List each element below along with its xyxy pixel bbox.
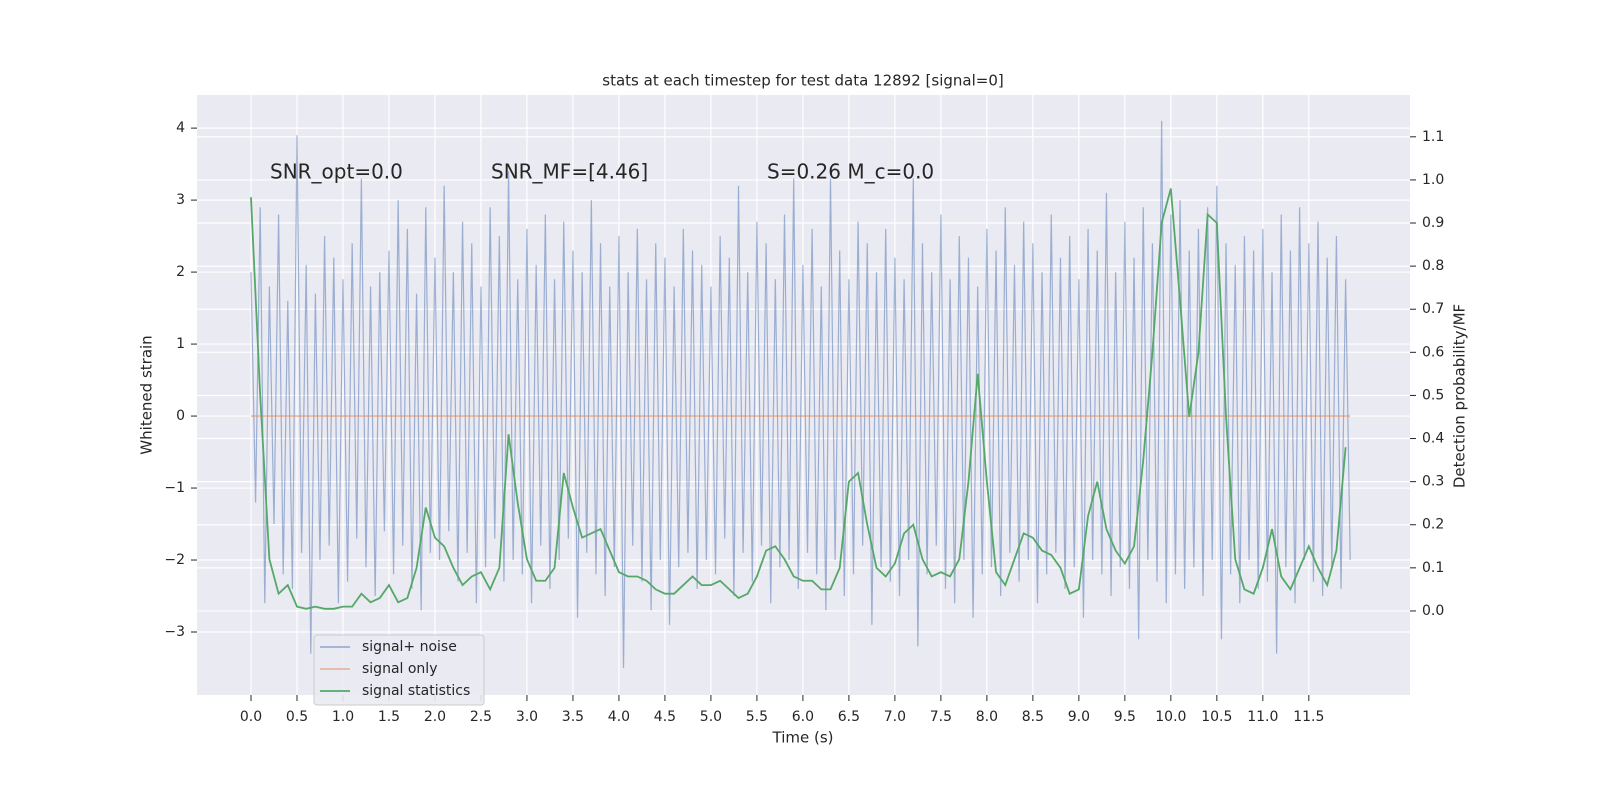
- y2-tick-label: 0.5: [1422, 387, 1444, 403]
- x-tick-label: 11.5: [1293, 709, 1324, 725]
- y-tick-label: −3: [164, 624, 185, 640]
- y-tick-label: 0: [176, 408, 185, 424]
- x-tick-label: 9.0: [1068, 709, 1090, 725]
- y2-tick-label: 0.3: [1422, 474, 1444, 490]
- x-tick-label: 6.5: [838, 709, 860, 725]
- y-tick-label: −1: [164, 480, 185, 496]
- legend-label: signal only: [362, 661, 437, 677]
- y2-axis-label: Detection probability/MF: [1451, 304, 1469, 488]
- y2-tick-label: 0.8: [1422, 258, 1444, 274]
- y2-tick-label: 1.1: [1422, 129, 1444, 145]
- series-line: [250, 188, 1347, 610]
- x-tick-label: 10.0: [1155, 709, 1186, 725]
- x-tick-label: 8.5: [1022, 709, 1044, 725]
- y2-tick-label: 0.4: [1422, 431, 1444, 447]
- x-tick-label: 1.5: [378, 709, 400, 725]
- x-tick-label: 3.0: [516, 709, 538, 725]
- x-tick-label: 9.5: [1114, 709, 1136, 725]
- y-tick-label: 4: [176, 120, 185, 136]
- x-tick-label: 3.5: [562, 709, 584, 725]
- y2-tick-label: 0.2: [1422, 517, 1444, 533]
- x-tick-label: 10.5: [1201, 709, 1232, 725]
- annotation: SNR_opt=0.0: [270, 160, 403, 184]
- x-tick-label: 7.0: [884, 709, 906, 725]
- legend-label: signal statistics: [362, 683, 470, 699]
- x-tick-label: 7.5: [930, 709, 952, 725]
- annotation: S=0.26 M_c=0.0: [767, 160, 934, 184]
- x-tick-label: 2.5: [470, 709, 492, 725]
- x-tick-label: 4.5: [654, 709, 676, 725]
- chart-title: stats at each timestep for test data 128…: [602, 72, 1003, 90]
- annotation: SNR_MF=[4.46]: [491, 160, 648, 184]
- x-tick-label: 11.0: [1247, 709, 1278, 725]
- legend-label: signal+ noise: [362, 639, 457, 655]
- y2-tick-label: 1.0: [1422, 172, 1444, 188]
- x-tick-label: 0.0: [240, 709, 262, 725]
- x-tick-label: 5.5: [746, 709, 768, 725]
- x-tick-label: 6.0: [792, 709, 814, 725]
- x-tick-label: 0.5: [286, 709, 308, 725]
- y-tick-label: −2: [164, 552, 185, 568]
- y2-tick-label: 0.1: [1422, 560, 1444, 576]
- y-axis-label: Whitened strain: [138, 335, 156, 454]
- y2-tick-label: 0.0: [1422, 603, 1444, 619]
- y2-tick-label: 0.9: [1422, 215, 1444, 231]
- x-tick-label: 5.0: [700, 709, 722, 725]
- x-axis-label: Time (s): [772, 729, 834, 747]
- x-tick-label: 2.0: [424, 709, 446, 725]
- y-tick-label: 1: [176, 336, 185, 352]
- legend-box: [313, 634, 485, 706]
- x-tick-label: 8.0: [976, 709, 998, 725]
- x-tick-label: 4.0: [608, 709, 630, 725]
- series-line: [250, 120, 1351, 669]
- y-tick-label: 3: [176, 192, 185, 208]
- y-tick-label: 2: [176, 264, 185, 280]
- y2-tick-label: 0.6: [1422, 344, 1444, 360]
- y2-tick-label: 0.7: [1422, 301, 1444, 317]
- x-tick-label: 1.0: [332, 709, 354, 725]
